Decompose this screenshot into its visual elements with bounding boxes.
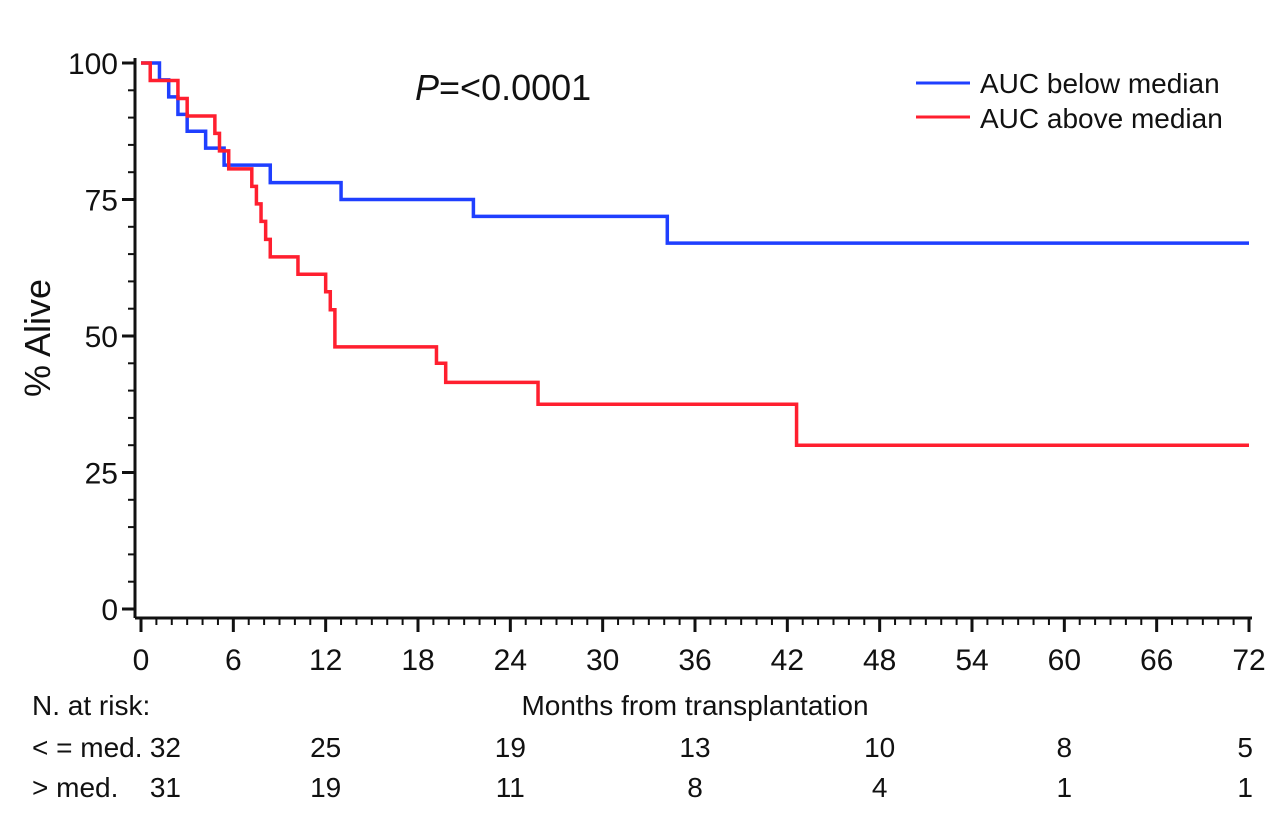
risk-value: 8 — [1057, 732, 1073, 763]
y-tick-label: 50 — [85, 321, 118, 354]
p-value-annotation: P=<0.0001 — [415, 67, 591, 108]
y-tick-label: 75 — [85, 185, 118, 218]
legend: AUC below median AUC above median — [916, 68, 1223, 134]
series-line-above-median — [141, 61, 1249, 447]
risk-value: 19 — [310, 772, 341, 803]
risk-row-label-above: > med. — [32, 772, 134, 803]
y-axis-ticks: 0 25 50 75 100 — [68, 48, 135, 627]
risk-value: 1 — [1237, 772, 1253, 803]
risk-value: 4 — [872, 772, 888, 803]
y-tick-label: 25 — [85, 458, 118, 491]
risk-value: 10 — [864, 732, 895, 763]
risk-value: 32 — [150, 732, 181, 763]
x-tick-label: 24 — [494, 644, 527, 677]
legend-label-above: AUC above median — [980, 103, 1223, 134]
x-axis-ticks: 0 6 12 18 24 30 36 42 48 54 60 66 72 — [133, 618, 1266, 677]
risk-value: 25 — [310, 732, 341, 763]
y-tick-label: 100 — [68, 48, 118, 81]
y-tick-label: 0 — [101, 594, 118, 627]
risk-value: 19 — [495, 732, 526, 763]
x-tick-label: 72 — [1232, 644, 1265, 677]
x-tick-label: 54 — [955, 644, 988, 677]
risk-table-title: N. at risk: — [32, 690, 150, 721]
risk-table: N. at risk: < = med. > med. 32 25 19 13 10 8 5… — [32, 690, 1253, 803]
x-tick-label: 42 — [771, 644, 804, 677]
y-axis-minor-ticks — [128, 89, 135, 583]
x-tick-label: 36 — [678, 644, 711, 677]
p-value-text: =<0.0001 — [439, 67, 591, 108]
risk-value: 1 — [1057, 772, 1073, 803]
x-axis-minor-ticks — [155, 618, 1235, 625]
risk-value: 5 — [1237, 732, 1253, 763]
risk-value: 11 — [496, 772, 525, 803]
risk-value: 13 — [679, 732, 710, 763]
series-lines — [141, 61, 1249, 447]
risk-value: 31 — [150, 772, 181, 803]
risk-row-label-below: < = med. — [32, 732, 143, 763]
x-tick-label: 18 — [401, 644, 434, 677]
p-value-italic: P — [415, 67, 439, 108]
risk-value: 8 — [687, 772, 703, 803]
x-tick-label: 66 — [1140, 644, 1173, 677]
x-tick-label: 0 — [133, 644, 150, 677]
x-axis-label: Months from transplantation — [521, 690, 868, 721]
legend-label-below: AUC below median — [980, 68, 1220, 99]
x-tick-label: 60 — [1048, 644, 1081, 677]
series-line-below-median — [141, 61, 1249, 245]
x-tick-label: 30 — [586, 644, 619, 677]
x-tick-label: 12 — [309, 644, 342, 677]
x-tick-label: 6 — [225, 644, 242, 677]
y-axis-label: % Alive — [17, 279, 58, 397]
x-tick-label: 48 — [863, 644, 896, 677]
